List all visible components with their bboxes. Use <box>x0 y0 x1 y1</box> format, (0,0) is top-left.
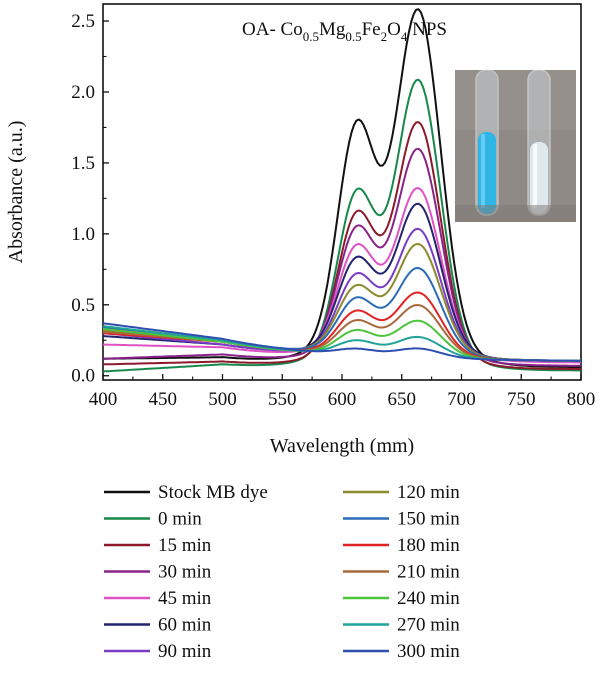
legend-label: 240 min <box>397 588 460 609</box>
legend-label: 30 min <box>158 562 212 583</box>
x-axis-title: Wavelength (mm) <box>270 435 414 457</box>
x-tick-label: 800 <box>567 389 596 410</box>
y-tick-label: 2.5 <box>71 11 95 32</box>
inset-photo <box>455 69 576 222</box>
legend-label: 270 min <box>397 615 460 636</box>
series-line-30-min <box>103 147 581 367</box>
x-tick-label: 700 <box>447 389 476 410</box>
legend-label: 120 min <box>397 482 460 503</box>
axis-ticks <box>102 20 582 380</box>
x-tick-label: 400 <box>89 389 118 410</box>
chart-title: OA- Co0.5Mg0.5Fe2O4 NPS <box>242 19 447 44</box>
y-tick-label: 2.0 <box>71 82 95 103</box>
legend-label: 180 min <box>397 535 460 556</box>
series-lines <box>103 8 581 373</box>
series-line-15-min <box>103 121 581 371</box>
legend-label: 150 min <box>397 509 460 530</box>
tube-blue-liquid <box>478 132 496 214</box>
series-line-300-min <box>103 322 581 362</box>
y-tick-labels: 0.0 0.5 1.0 1.5 2.0 2.5 <box>71 11 95 387</box>
y-tick-label: 0.5 <box>71 295 95 316</box>
legend-label: 60 min <box>158 615 212 636</box>
legend-label: Stock MB dye <box>158 482 268 503</box>
y-axis-title: Absorbance (a.u.) <box>5 121 27 264</box>
y-tick-label: 1.5 <box>71 153 95 174</box>
x-tick-labels: 400 450 500 550 600 650 700 750 800 <box>89 389 596 410</box>
legend-label: 0 min <box>158 509 202 530</box>
tube-clear-liquid <box>530 142 548 214</box>
x-tick-label: 650 <box>388 389 417 410</box>
x-tick-label: 450 <box>149 389 178 410</box>
legend-label: 90 min <box>158 641 212 662</box>
legend-label: 210 min <box>397 562 460 583</box>
legend-label: 300 min <box>397 641 460 662</box>
y-tick-label: 1.0 <box>71 224 95 245</box>
legend: Stock MB dye 0 min 15 min 30 min 45 min 60 mi… <box>104 482 460 662</box>
x-tick-label: 750 <box>507 389 536 410</box>
x-tick-label: 600 <box>328 389 357 410</box>
legend-label: 15 min <box>158 535 212 556</box>
y-tick-label: 0.0 <box>71 366 95 387</box>
legend-label: 45 min <box>158 588 212 609</box>
x-tick-label: 550 <box>268 389 297 410</box>
x-tick-label: 500 <box>208 389 237 410</box>
